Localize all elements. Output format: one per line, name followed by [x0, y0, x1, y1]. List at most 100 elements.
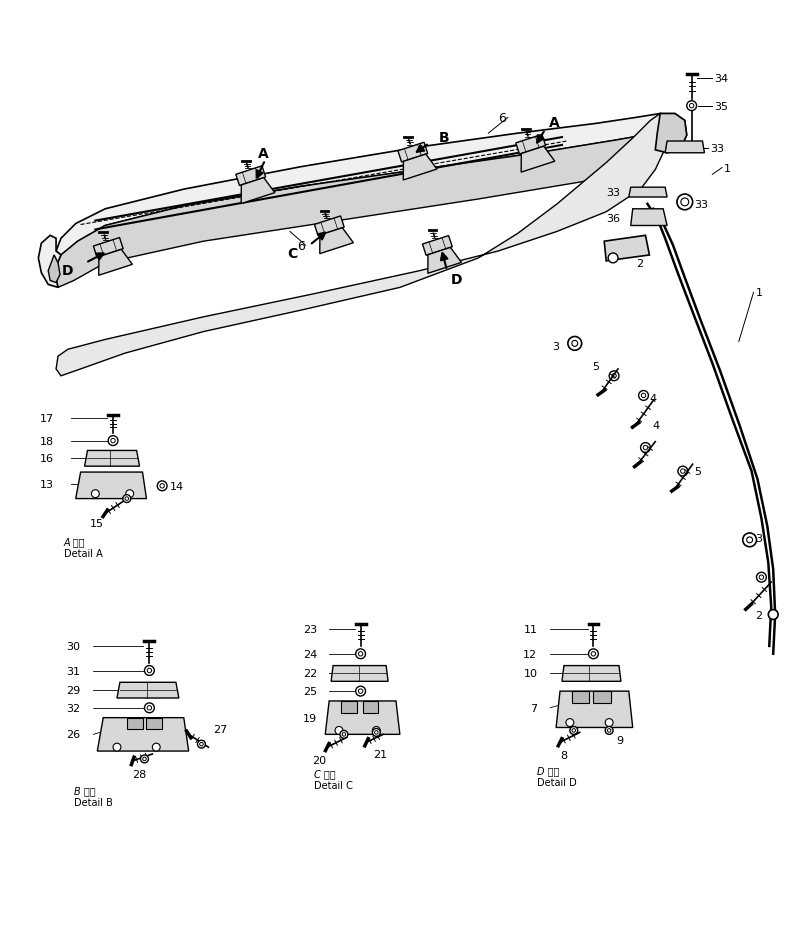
Circle shape [373, 728, 381, 737]
Circle shape [158, 482, 167, 491]
Circle shape [160, 485, 165, 488]
Text: 2: 2 [636, 259, 643, 268]
Text: D: D [62, 264, 74, 277]
Circle shape [641, 443, 650, 453]
Text: A: A [258, 147, 269, 161]
Text: 13: 13 [40, 480, 54, 489]
Text: 29: 29 [66, 685, 80, 695]
Text: 25: 25 [303, 686, 318, 697]
Polygon shape [127, 718, 143, 729]
Polygon shape [147, 718, 162, 729]
Circle shape [198, 741, 206, 748]
Text: 20: 20 [312, 755, 326, 765]
Circle shape [572, 341, 578, 347]
Circle shape [374, 731, 378, 734]
Circle shape [335, 726, 343, 735]
Text: 31: 31 [67, 665, 80, 676]
Circle shape [641, 394, 645, 398]
Circle shape [359, 652, 362, 656]
Circle shape [570, 726, 578, 735]
Polygon shape [54, 114, 667, 288]
Polygon shape [665, 142, 704, 153]
Text: 11: 11 [523, 625, 537, 635]
Polygon shape [604, 236, 649, 262]
Polygon shape [593, 691, 611, 704]
Polygon shape [320, 228, 353, 254]
Circle shape [605, 719, 613, 726]
Text: 27: 27 [214, 724, 228, 735]
Polygon shape [422, 236, 452, 256]
Text: 28: 28 [132, 769, 147, 779]
Text: 4: 4 [649, 394, 656, 404]
Circle shape [609, 371, 619, 382]
Circle shape [568, 337, 582, 351]
Text: B 详图: B 详图 [74, 785, 95, 796]
Text: 8: 8 [560, 750, 567, 761]
Text: Detail D: Detail D [537, 777, 577, 786]
Circle shape [677, 195, 693, 210]
Circle shape [125, 497, 128, 501]
Text: 36: 36 [606, 213, 620, 224]
Circle shape [140, 755, 148, 764]
Polygon shape [428, 248, 462, 274]
Polygon shape [98, 250, 132, 276]
Circle shape [681, 199, 689, 207]
Polygon shape [76, 472, 147, 499]
Text: 12: 12 [523, 649, 537, 659]
Text: C 详图: C 详图 [314, 769, 336, 779]
Circle shape [643, 446, 648, 450]
Polygon shape [656, 114, 687, 153]
Polygon shape [341, 702, 357, 713]
Text: 16: 16 [40, 454, 54, 464]
Circle shape [747, 537, 753, 544]
Text: 10: 10 [523, 668, 537, 679]
Text: D: D [451, 272, 463, 287]
Circle shape [759, 575, 764, 580]
Text: A: A [549, 116, 560, 130]
Polygon shape [84, 451, 139, 466]
Text: Detail B: Detail B [74, 798, 113, 807]
Circle shape [572, 729, 575, 732]
Circle shape [152, 744, 160, 751]
Circle shape [340, 730, 348, 739]
Text: 5: 5 [593, 362, 600, 371]
Circle shape [91, 490, 99, 498]
Circle shape [681, 469, 685, 474]
Circle shape [111, 439, 115, 444]
Circle shape [768, 610, 778, 620]
Circle shape [611, 374, 616, 379]
Text: 30: 30 [67, 642, 80, 651]
Polygon shape [630, 209, 667, 227]
Text: 4: 4 [652, 421, 660, 430]
Text: 26: 26 [66, 729, 80, 740]
Circle shape [373, 726, 381, 735]
Text: 32: 32 [66, 704, 80, 713]
Circle shape [743, 533, 756, 547]
Polygon shape [117, 683, 179, 698]
Polygon shape [56, 114, 687, 376]
Polygon shape [516, 135, 545, 155]
Text: 7: 7 [530, 704, 537, 713]
Circle shape [355, 686, 366, 696]
Circle shape [678, 466, 688, 477]
Circle shape [359, 689, 362, 694]
Polygon shape [93, 238, 123, 258]
Text: 2: 2 [756, 610, 763, 620]
Text: 6: 6 [297, 239, 305, 252]
Circle shape [342, 733, 346, 736]
Circle shape [123, 495, 131, 503]
Text: 5: 5 [694, 466, 701, 477]
Text: C: C [288, 247, 298, 261]
Circle shape [608, 729, 611, 732]
Text: 17: 17 [40, 413, 54, 424]
Polygon shape [362, 702, 378, 713]
Polygon shape [314, 217, 344, 236]
Polygon shape [629, 188, 667, 198]
Circle shape [566, 719, 574, 726]
Polygon shape [556, 691, 633, 727]
Text: B: B [439, 131, 450, 145]
Polygon shape [39, 236, 61, 288]
Circle shape [144, 665, 154, 676]
Text: 34: 34 [714, 74, 728, 84]
Circle shape [589, 649, 598, 659]
